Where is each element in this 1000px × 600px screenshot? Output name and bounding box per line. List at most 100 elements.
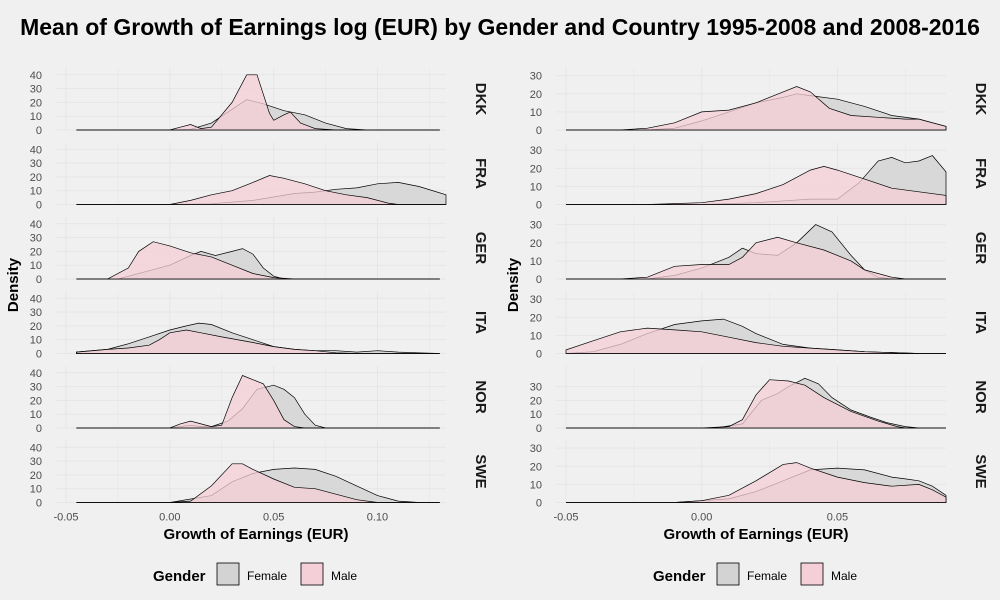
y-tick-label: 30 bbox=[530, 145, 542, 157]
y-tick-label: 20 bbox=[530, 89, 542, 101]
y-tick-label: 40 bbox=[30, 219, 42, 231]
y-tick-label: 20 bbox=[530, 163, 542, 175]
y-tick-label: 20 bbox=[30, 97, 42, 109]
chart-title: Mean of Growth of Earnings log (EUR) by … bbox=[20, 14, 980, 40]
strip-label-nor: NOR bbox=[472, 380, 489, 414]
legend-title: Gender bbox=[153, 568, 206, 585]
density-area-male bbox=[76, 241, 440, 280]
x-tick-label: -0.05 bbox=[553, 512, 578, 524]
y-tick-label: 40 bbox=[30, 70, 42, 82]
panel-ita: 0 10 20 30 40 ITA bbox=[30, 291, 489, 361]
strip-label-swe: SWE bbox=[472, 454, 489, 488]
y-tick-label: 30 bbox=[530, 294, 542, 306]
legend-key-male bbox=[800, 562, 824, 586]
strip-label-ita: ITA bbox=[472, 311, 489, 334]
panel-fra: 0 10 20 30 FRA bbox=[530, 142, 989, 212]
strip-label-fra: FRA bbox=[472, 158, 489, 189]
y-tick-label: 0 bbox=[536, 200, 542, 212]
y-tick-label: 10 bbox=[530, 330, 542, 342]
y-tick-label: 0 bbox=[536, 125, 542, 137]
legend-key-female bbox=[216, 562, 240, 586]
y-tick-label: 20 bbox=[30, 172, 42, 184]
legend-key-female bbox=[716, 562, 740, 586]
y-tick-label: 0 bbox=[536, 423, 542, 435]
y-tick-label: 20 bbox=[30, 321, 42, 333]
density-area-male bbox=[566, 462, 947, 503]
x-tick-label: 0.00 bbox=[691, 512, 712, 524]
y-tick-label: 0 bbox=[36, 274, 42, 286]
y-tick-label: 40 bbox=[30, 293, 42, 305]
density-area-male bbox=[76, 375, 440, 429]
panel-ger: 0 10 20 30 GER bbox=[530, 217, 989, 286]
panel-dkk: 0 10 20 30 DKK bbox=[530, 68, 989, 137]
legend-label-male: Male bbox=[331, 569, 357, 583]
x-tick-label: 0.05 bbox=[827, 512, 848, 524]
x-tick-label: 0.00 bbox=[159, 512, 180, 524]
y-tick-label: 20 bbox=[30, 246, 42, 258]
y-tick-label: 30 bbox=[530, 382, 542, 394]
legend: Gender Female Male bbox=[653, 562, 857, 586]
density-area-male bbox=[76, 463, 440, 503]
y-axis-title: Density bbox=[5, 257, 22, 312]
y-tick-label: 10 bbox=[530, 479, 542, 491]
panel-ita: 0 10 20 30 ITA bbox=[530, 291, 989, 361]
panel-fra: 0 10 20 30 40 FRA bbox=[30, 142, 489, 212]
y-tick-label: 40 bbox=[30, 144, 42, 156]
legend-label-female: Female bbox=[747, 569, 787, 583]
y-tick-label: 0 bbox=[36, 498, 42, 510]
y-tick-label: 0 bbox=[536, 498, 542, 510]
y-tick-label: 10 bbox=[30, 409, 42, 421]
y-tick-label: 0 bbox=[536, 349, 542, 361]
density-area-male bbox=[76, 74, 440, 131]
y-tick-label: 10 bbox=[30, 335, 42, 347]
strip-label-dkk: DKK bbox=[972, 83, 989, 116]
y-tick-label: 20 bbox=[530, 238, 542, 250]
y-tick-label: 10 bbox=[530, 409, 542, 421]
x-tick-label: -0.05 bbox=[53, 512, 78, 524]
y-tick-label: 10 bbox=[30, 186, 42, 198]
legend-label-female: Female bbox=[247, 569, 287, 583]
y-tick-label: 30 bbox=[30, 456, 42, 468]
y-tick-label: 0 bbox=[36, 200, 42, 212]
y-tick-label: 20 bbox=[30, 395, 42, 407]
y-tick-label: 30 bbox=[30, 233, 42, 245]
y-tick-label: 10 bbox=[530, 107, 542, 119]
x-tick-label: 0.05 bbox=[263, 512, 284, 524]
density-chart-1995-2008: 010203040DKK010203040FRA010203040GER0102… bbox=[5, 68, 489, 586]
y-tick-label: 30 bbox=[530, 71, 542, 83]
y-tick-label: 10 bbox=[30, 260, 42, 272]
panel-swe: 0 10 20 30 SWE bbox=[530, 440, 989, 510]
y-tick-label: 0 bbox=[36, 349, 42, 361]
x-axis-title: Growth of Earnings (EUR) bbox=[664, 526, 849, 543]
strip-label-nor: NOR bbox=[972, 380, 989, 414]
y-tick-label: 10 bbox=[30, 484, 42, 496]
density-area-male bbox=[566, 236, 946, 280]
y-tick-label: 30 bbox=[30, 307, 42, 319]
y-tick-label: 40 bbox=[30, 442, 42, 454]
y-tick-label: 30 bbox=[530, 220, 542, 232]
y-tick-label: 20 bbox=[530, 312, 542, 324]
legend-key-male bbox=[300, 562, 324, 586]
legend-label-male: Male bbox=[831, 569, 857, 583]
panel-swe: 0 10 20 30 40 SWE bbox=[30, 440, 489, 510]
y-tick-label: 30 bbox=[30, 382, 42, 394]
y-tick-label: 10 bbox=[530, 256, 542, 268]
y-tick-label: 30 bbox=[30, 84, 42, 96]
density-area-male bbox=[566, 379, 946, 429]
y-tick-label: 10 bbox=[30, 111, 42, 123]
density-area-male bbox=[76, 329, 440, 354]
y-tick-label: 20 bbox=[530, 461, 542, 473]
strip-label-ger: GER bbox=[472, 232, 489, 265]
strip-label-fra: FRA bbox=[972, 158, 989, 189]
y-tick-label: 30 bbox=[530, 443, 542, 455]
y-tick-label: 30 bbox=[30, 158, 42, 170]
y-tick-label: 10 bbox=[530, 181, 542, 193]
y-tick-label: 0 bbox=[36, 125, 42, 137]
legend: Gender Female Male bbox=[153, 562, 357, 586]
strip-label-swe: SWE bbox=[972, 454, 989, 488]
y-axis-title: Density bbox=[505, 257, 522, 312]
